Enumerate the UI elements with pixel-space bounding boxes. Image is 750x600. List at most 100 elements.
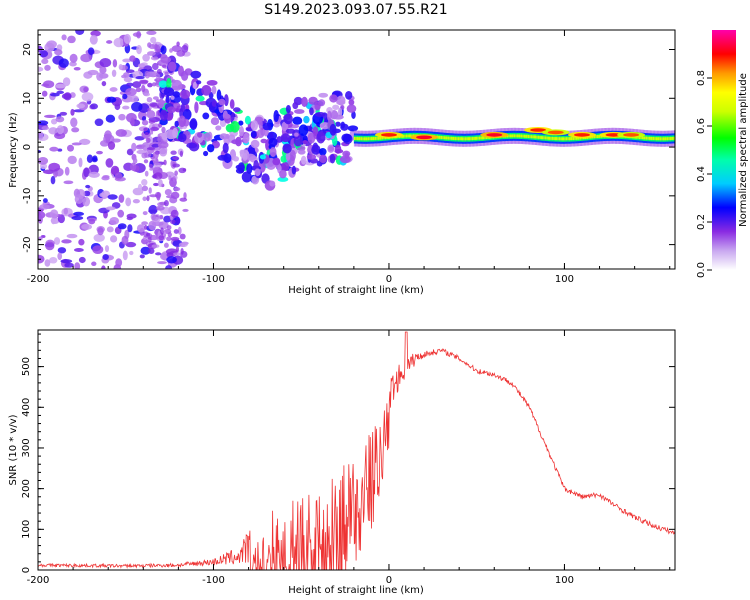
heatmap-cell xyxy=(546,136,549,140)
heatmap-ytick-label: -10 xyxy=(22,188,33,204)
heatmap-blob xyxy=(623,133,640,137)
heatmap-blob xyxy=(272,157,281,166)
heatmap-blob xyxy=(144,70,151,79)
heatmap-cell xyxy=(377,136,380,140)
heatmap-cell xyxy=(560,137,563,141)
heatmap-blob xyxy=(244,115,251,125)
heatmap-blob xyxy=(201,85,212,96)
heatmap-blob xyxy=(53,237,61,245)
heatmap-blob xyxy=(61,239,72,244)
heatmap-cell xyxy=(516,134,519,138)
heatmap-cell xyxy=(438,135,441,139)
heatmap-blob xyxy=(291,165,297,175)
heatmap-cell xyxy=(657,137,660,141)
heatmap-cell xyxy=(523,134,526,138)
heatmap-blob xyxy=(222,142,229,154)
heatmap-blob xyxy=(157,261,167,265)
heatmap-blob xyxy=(132,81,142,89)
heatmap-blob xyxy=(106,96,117,103)
heatmap-blob xyxy=(69,61,77,67)
heatmap-blob xyxy=(99,192,107,198)
heatmap-blob xyxy=(146,51,156,56)
heatmap-blob xyxy=(178,115,187,128)
heatmap-cell xyxy=(467,137,470,141)
heatmap-blob xyxy=(83,86,89,93)
heatmap-blob xyxy=(285,152,291,161)
heatmap-cell xyxy=(643,136,646,140)
heatmap-blob xyxy=(206,80,218,86)
heatmap-blob xyxy=(143,92,151,97)
heatmap-blob xyxy=(172,163,181,168)
heatmap-blob xyxy=(141,115,147,122)
heatmap-blob xyxy=(159,215,164,220)
heatmap-blob xyxy=(128,95,139,103)
heatmap-blob xyxy=(129,55,136,62)
heatmap-cell xyxy=(575,136,578,140)
heatmap-blob xyxy=(232,107,241,113)
heatmap-blob xyxy=(130,162,137,171)
heatmap-blob xyxy=(42,198,48,203)
colorbar xyxy=(712,30,736,270)
heatmap-blob xyxy=(150,126,159,132)
heatmap-blob xyxy=(105,206,116,211)
heatmap-blob xyxy=(285,104,291,114)
heatmap-blob xyxy=(122,93,128,100)
heatmap-blob xyxy=(341,133,352,143)
heatmap-blob xyxy=(70,117,78,128)
heatmap-blob xyxy=(303,115,310,124)
heatmap-cell xyxy=(640,136,643,140)
heatmap-blob xyxy=(326,107,333,114)
heatmap-cell xyxy=(366,137,369,141)
heatmap-cell xyxy=(369,137,372,141)
heatmap-cell xyxy=(509,134,512,138)
heatmap-cell xyxy=(440,136,443,139)
heatmap-blob xyxy=(115,129,127,137)
heatmap-blob xyxy=(96,150,103,155)
heatmap-blob xyxy=(164,188,172,196)
heatmap-blob xyxy=(48,162,61,172)
heatmap-blob xyxy=(144,224,148,230)
heatmap-blob xyxy=(312,142,319,153)
heatmap-blob xyxy=(281,161,290,172)
heatmap-blob xyxy=(74,194,84,205)
heatmap-blob xyxy=(136,30,142,39)
heatmap-cell xyxy=(579,136,582,140)
heatmap-cell xyxy=(536,135,539,139)
heatmap-blob xyxy=(136,44,142,55)
heatmap-blob xyxy=(319,148,327,156)
heatmap-blob xyxy=(183,192,187,200)
heatmap-cell xyxy=(666,137,669,141)
heatmap-blob xyxy=(335,121,341,127)
heatmap-cell xyxy=(568,137,571,141)
heatmap-blob xyxy=(63,180,74,185)
heatmap-blob xyxy=(160,227,164,236)
heatmap-cell xyxy=(547,136,550,140)
heatmap-blob xyxy=(125,197,132,207)
heatmap-cell xyxy=(558,137,561,141)
heatmap-blob xyxy=(107,141,116,150)
heatmap-cell xyxy=(532,135,535,139)
heatmap-blob xyxy=(142,196,147,202)
heatmap-blob xyxy=(231,139,242,145)
heatmap-cell xyxy=(638,136,641,139)
heatmap-cell xyxy=(519,134,522,138)
heatmap-cell xyxy=(539,135,542,139)
heatmap-blob xyxy=(530,128,547,132)
heatmap-blob xyxy=(113,37,125,48)
heatmap-cell xyxy=(533,135,536,139)
heatmap-frame xyxy=(37,29,676,270)
heatmap-blob xyxy=(152,157,159,166)
heatmap-blob xyxy=(64,262,74,268)
heatmap-blob xyxy=(486,133,503,137)
heatmap-blob xyxy=(90,103,98,110)
heatmap-blob xyxy=(169,48,173,53)
heatmap-blob xyxy=(202,112,210,120)
heatmap-blob xyxy=(342,150,351,157)
heatmap-blob xyxy=(210,117,220,126)
heatmap-xlabel: Height of straight line (km) xyxy=(288,285,424,296)
heatmap-cell xyxy=(661,137,664,141)
heatmap-blob xyxy=(73,67,81,71)
heatmap-cell xyxy=(483,136,485,140)
